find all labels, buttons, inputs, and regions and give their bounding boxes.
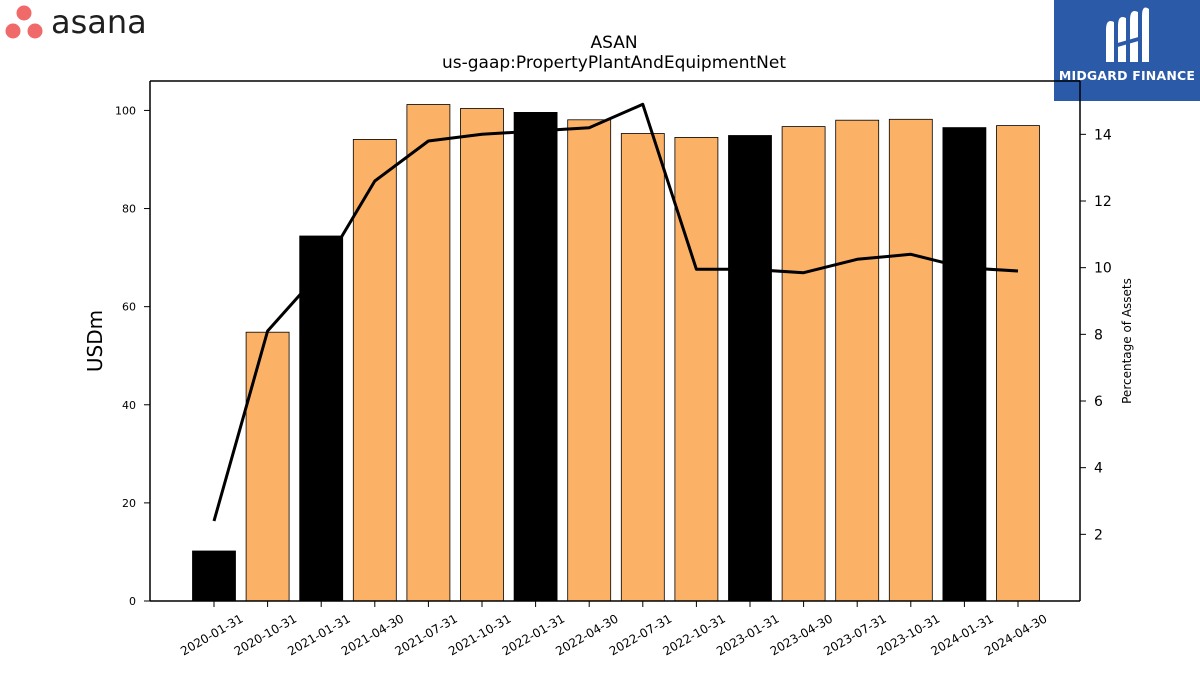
midgard-finance-logo: MIDGARD FINANCE xyxy=(1054,0,1200,101)
bar xyxy=(406,104,451,602)
y-tick-label: 100 xyxy=(115,104,136,117)
bar xyxy=(567,119,612,602)
y-tick-label: 20 xyxy=(122,497,136,510)
bars-layer xyxy=(192,104,1040,602)
chart-subtitle: us-gaap:PropertyPlantAndEquipmentNet xyxy=(442,53,786,73)
bar xyxy=(513,112,558,602)
y2-axis-label: Percentage of Assets xyxy=(1120,278,1134,404)
y-axis-label: USDm xyxy=(83,310,107,372)
y2-tick-label: 10 xyxy=(1094,261,1112,277)
bar xyxy=(728,135,772,602)
bar xyxy=(781,126,826,602)
midgard-m-icon xyxy=(1106,7,1149,62)
bar xyxy=(192,550,236,602)
y2-tick-label: 2 xyxy=(1094,527,1103,543)
asana-three-dots-icon xyxy=(5,5,43,39)
y2-tick-label: 4 xyxy=(1094,461,1103,477)
y2-tick-label: 12 xyxy=(1094,194,1112,210)
y2-tick-label: 8 xyxy=(1094,327,1103,343)
asana-logo: asana xyxy=(5,3,147,41)
bar xyxy=(888,118,933,602)
bar xyxy=(460,108,504,602)
asana-wordmark: asana xyxy=(51,3,147,41)
bar xyxy=(620,133,665,602)
y-tick-label: 0 xyxy=(129,595,136,608)
y-tick-label: 40 xyxy=(122,399,136,412)
midgard-wordmark: MIDGARD FINANCE xyxy=(1058,68,1196,83)
bar xyxy=(942,127,987,602)
bar xyxy=(835,119,880,602)
y2-tick-label: 6 xyxy=(1094,394,1103,410)
bar xyxy=(245,331,290,602)
bar xyxy=(996,125,1040,602)
line-layer xyxy=(212,102,1019,522)
y-tick-label: 60 xyxy=(122,301,136,314)
y-tick-label: 80 xyxy=(122,203,136,216)
y2-tick-label: 14 xyxy=(1094,127,1112,143)
chart-title: ASAN xyxy=(590,33,637,53)
bar xyxy=(674,136,719,602)
bar xyxy=(299,235,344,602)
series-line xyxy=(212,102,1019,522)
